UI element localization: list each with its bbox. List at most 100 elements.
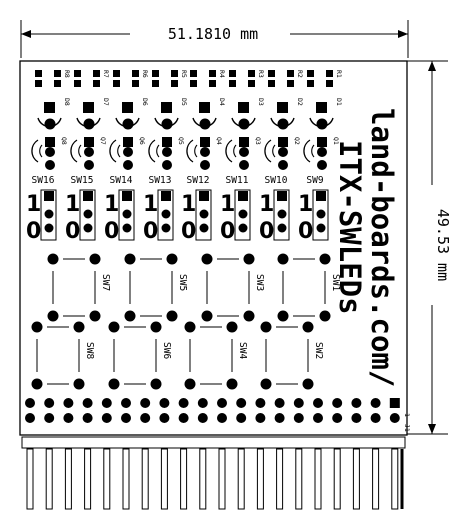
- pushbutton-pad: [226, 378, 238, 390]
- led-d5: D5: [154, 98, 188, 130]
- dip-switch-sw12: SW12 10: [181, 175, 212, 244]
- connector-pad: [313, 398, 323, 408]
- connector-pad: [101, 413, 112, 423]
- connector-leg: [295, 448, 303, 510]
- connector-pad: [217, 398, 227, 408]
- connector-pad: [274, 413, 285, 423]
- led-pad-round: [122, 118, 134, 130]
- pushbutton-pad: [150, 321, 162, 333]
- dip-switch-pad: [83, 209, 93, 219]
- dip-switch-pad: [238, 223, 248, 233]
- led-d2: D2: [270, 98, 304, 130]
- transistor-ref: Q1: [332, 137, 340, 145]
- led-pad-square: [199, 102, 210, 113]
- pushbutton-label: SW2: [313, 342, 324, 359]
- led-row: D8 D7 D6 D5 D4 D3 D2 D1: [37, 98, 343, 130]
- connector-pad: [63, 398, 74, 408]
- transistor-ref: Q6: [138, 137, 146, 145]
- connector-leg: [352, 448, 360, 510]
- dip-switch-outline: [79, 189, 96, 241]
- pushbutton-pad: [201, 253, 213, 265]
- pushbutton-label: SW4: [237, 342, 248, 359]
- transistor-pad-square: [278, 137, 288, 147]
- led-ref: D2: [296, 98, 304, 106]
- connector-pad: [370, 398, 381, 408]
- width-dimension: 51.1810 mm: [20, 20, 409, 58]
- dip-switch-off-label: 0: [143, 219, 158, 244]
- resistor-r5: R5: [152, 70, 188, 87]
- transistor-pad: [84, 147, 94, 157]
- resistor-pad: [171, 80, 178, 87]
- resistor-r6: R6: [113, 70, 149, 87]
- connector-pad: [313, 413, 323, 423]
- connector-pad: [140, 413, 151, 423]
- pushbutton-pad: [260, 321, 272, 333]
- dip-switch-pad: [316, 209, 326, 219]
- dip-switch-outline: [273, 189, 290, 241]
- transistor-row: Q8 Q7 Q6 Q5 Q4 Q3 Q2 Q1: [31, 137, 340, 170]
- connector-pad: [178, 413, 189, 423]
- transistor-outline: [264, 139, 272, 163]
- dip-switch-pad: [122, 223, 132, 233]
- resistor-r7: R7: [74, 70, 110, 87]
- connector-leg: [218, 448, 226, 510]
- transistor-q2: Q2: [264, 137, 301, 170]
- led-ref: D7: [102, 98, 110, 106]
- led-ref: D1: [335, 98, 343, 106]
- pushbutton-sw6: SW6: [108, 321, 172, 390]
- resistor-pad: [54, 70, 61, 77]
- resistor-pad: [113, 70, 120, 77]
- pushbutton-pad: [260, 378, 272, 390]
- dip-switch-pad: [238, 209, 248, 219]
- resistor-pad: [229, 70, 236, 77]
- pushbutton-pad: [47, 310, 59, 322]
- resistor-r3: R3: [229, 70, 265, 87]
- connector-body: [21, 436, 406, 449]
- transistor-ref: Q5: [177, 137, 185, 145]
- dip-switch-outline: [157, 189, 174, 241]
- dip-switch-label: SW15: [71, 175, 94, 186]
- resistor-ref: R2: [296, 70, 304, 78]
- dip-switch-pad: [199, 223, 209, 233]
- transistor-pad: [200, 160, 210, 170]
- resistor-pad: [74, 70, 81, 77]
- pushbutton-sw5: SW5: [124, 253, 188, 322]
- connector-leg: [391, 448, 399, 510]
- pushbutton-pad: [73, 321, 85, 333]
- resistor-pad: [248, 70, 255, 77]
- dip-switch-row: SW1610SW1510SW1410SW1310SW1210SW1110SW10…: [26, 175, 329, 244]
- transistor-outline: [186, 139, 194, 163]
- resistor-pad: [93, 80, 100, 87]
- connector-pad: [236, 398, 247, 408]
- dip-switch-pad: [277, 223, 287, 233]
- dip-switch-off-label: 0: [298, 219, 313, 244]
- dip-switch-outline: [40, 189, 57, 241]
- connector-leg: [256, 448, 264, 510]
- resistor-pad: [307, 80, 314, 87]
- pushbutton-sw4: SW4: [184, 321, 248, 390]
- pushbutton-pad: [150, 378, 162, 390]
- dip-switch-pad: [316, 223, 326, 233]
- resistor-pad: [132, 80, 139, 87]
- transistor-pad: [278, 147, 288, 157]
- brand-product: ITX-SWLEDs: [333, 140, 367, 315]
- resistor-pad: [74, 80, 81, 87]
- connector-pad: [332, 413, 343, 423]
- dip-switch-pad-square: [161, 191, 171, 201]
- led-pad-round: [238, 118, 250, 130]
- led-d1: D1: [309, 98, 343, 130]
- pushbutton-grid: SW7 SW5 SW3 SW1 SW8 SW6 SW4 SW2: [31, 253, 341, 390]
- dip-switch-off-label: 0: [65, 219, 80, 244]
- dip-switch-sw10: SW10 10: [259, 175, 290, 244]
- resistor-r8: R8: [35, 70, 71, 87]
- pushbutton-label: SW8: [84, 342, 95, 359]
- resistor-row: R8 R7 R6 R5 R4 R3 R2 R1: [35, 70, 343, 87]
- resistor-pad: [326, 70, 333, 77]
- resistor-pad: [54, 80, 61, 87]
- connector-leg: [45, 448, 53, 510]
- resistor-ref: R5: [180, 70, 188, 78]
- dip-switch-pad-square: [316, 191, 326, 201]
- pushbutton-pad: [201, 310, 213, 322]
- dip-switch-pad-square: [238, 191, 248, 201]
